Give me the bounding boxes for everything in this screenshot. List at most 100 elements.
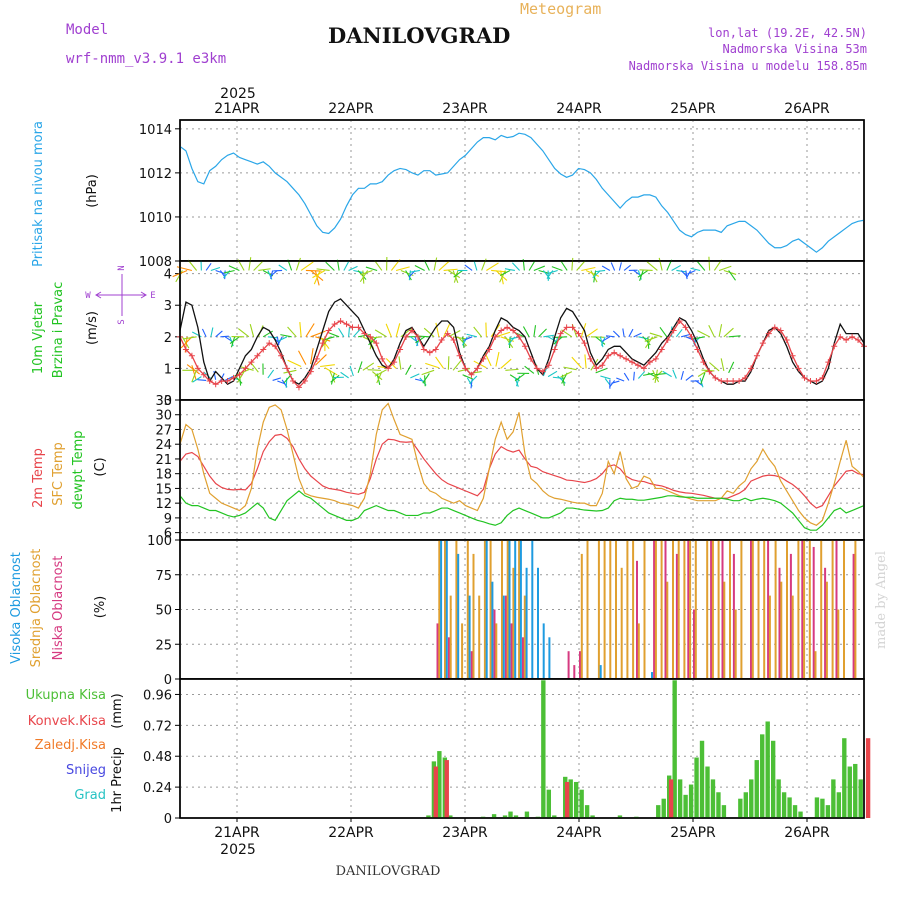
wind-arrow (680, 333, 690, 338)
wind-arrow (197, 379, 207, 381)
wind-tick-label: 4 (164, 268, 172, 283)
wind-arrow (551, 266, 563, 271)
precip-bar (836, 792, 842, 818)
cloud-bar (457, 553, 460, 679)
precip-bar (853, 763, 858, 818)
wind-unit: (m/s) (85, 311, 100, 345)
cloud-bar (675, 553, 678, 679)
wind-arrow (191, 369, 198, 383)
cloud-bar (485, 540, 488, 679)
cloud-tick-label: 75 (155, 569, 172, 584)
top-day-label: 21APR (214, 101, 260, 117)
cloud-bar (664, 540, 667, 679)
wind-arrow (659, 326, 668, 338)
wind-arrow (305, 269, 322, 272)
wind-arrow (395, 266, 410, 272)
wind-gust-marker (605, 352, 612, 359)
legend-total-rain: Ukupna Kisa (26, 688, 106, 703)
wind-arrow (192, 376, 202, 383)
cloud-bar (449, 595, 452, 679)
wind-gust-marker (391, 359, 398, 366)
precip-bar (426, 815, 431, 818)
wind-arrow (646, 261, 658, 271)
cloud-bar (440, 540, 443, 679)
cloud-bar (466, 540, 469, 679)
watermark: made by Angel (874, 551, 889, 649)
wind-gust-marker (492, 333, 499, 340)
cloud-bar (812, 546, 815, 679)
wind-tick-label: 0 (164, 394, 172, 409)
wind-arrow (219, 373, 225, 382)
precip-bar (781, 792, 787, 818)
cloud-bar (687, 540, 690, 679)
wind-arrow (452, 270, 459, 283)
wind-gust-marker (855, 336, 862, 343)
bottom-day-label: 24APR (556, 825, 602, 841)
wind-gust-marker (284, 365, 291, 372)
cloud-bar (820, 540, 823, 679)
wind-gust-marker (295, 384, 302, 391)
wind-gust-marker (753, 352, 760, 359)
wind-arrow (180, 336, 193, 349)
wind-arrow (330, 372, 335, 385)
top-day-label: 22APR (328, 101, 374, 117)
wind-arrow (287, 326, 297, 338)
wind-arrow (262, 330, 274, 338)
wind-arrow (533, 325, 537, 337)
top-day-labels: 21APR 22APR 23APR 24APR 25APR 26APR (214, 101, 830, 117)
wind-frame (179, 260, 865, 401)
legend-snow: Snijeg (66, 763, 106, 778)
elevation-info: Nadmorska Visina 53m (723, 42, 868, 56)
wind-arrow (223, 269, 235, 274)
cloud-bar (567, 651, 570, 679)
wind-arrow (718, 265, 732, 271)
wind-tick-label: 2 (164, 331, 172, 346)
top-day-label: 24APR (556, 101, 602, 117)
wind-gust-marker (408, 327, 415, 334)
temperature-tick-label: 15 (155, 482, 172, 497)
precip-bar (847, 766, 852, 818)
cloud-bar (491, 581, 494, 679)
wind-gust-marker (593, 365, 600, 372)
cloud-bar (751, 540, 754, 679)
wind-gust-marker (527, 355, 534, 362)
wind-arrow (461, 336, 468, 346)
cloud-bar (615, 540, 617, 679)
precip-bar (754, 760, 759, 818)
wind-gust-marker (182, 346, 189, 353)
wind-gust-marker (462, 365, 469, 372)
wind-arrow (720, 358, 725, 372)
wind-gust-marker (403, 333, 410, 340)
wind-gust-marker (325, 327, 332, 334)
wind-arrow (385, 323, 392, 338)
wind-gust-marker (331, 321, 338, 328)
cloud-bar (693, 609, 695, 679)
wind-arrow (287, 359, 302, 368)
wind-arrow (237, 371, 245, 383)
wind-arrow (547, 336, 558, 343)
wind-arrow (423, 327, 435, 338)
wind-gust-marker (343, 321, 350, 328)
wind-arrow (708, 256, 711, 271)
wind-gust-marker (831, 343, 838, 350)
wind-gust-marker (361, 330, 368, 337)
precip-bar (579, 789, 584, 818)
wind-arrow (452, 359, 462, 371)
temp-ylabel-sfc: SFC Temp (51, 442, 66, 506)
temperature-tick-label: 30 (155, 409, 172, 424)
cloud-bar (603, 540, 606, 679)
temperature-tick-label: 18 (155, 468, 172, 483)
wind-arrow (584, 354, 587, 369)
wind-arrow (299, 321, 302, 337)
precip-bar (831, 779, 836, 818)
legend-grad: Grad (74, 788, 106, 803)
precip-bar (688, 784, 694, 818)
wind-gust-marker (236, 371, 243, 378)
wind-gust-marker (301, 378, 308, 385)
wind-arrow (310, 330, 326, 338)
cloud-bar (723, 581, 726, 679)
precip-bar (820, 798, 825, 818)
wind-arrow (500, 358, 512, 369)
wind-arrow (278, 264, 288, 271)
precip-bar (865, 738, 871, 818)
